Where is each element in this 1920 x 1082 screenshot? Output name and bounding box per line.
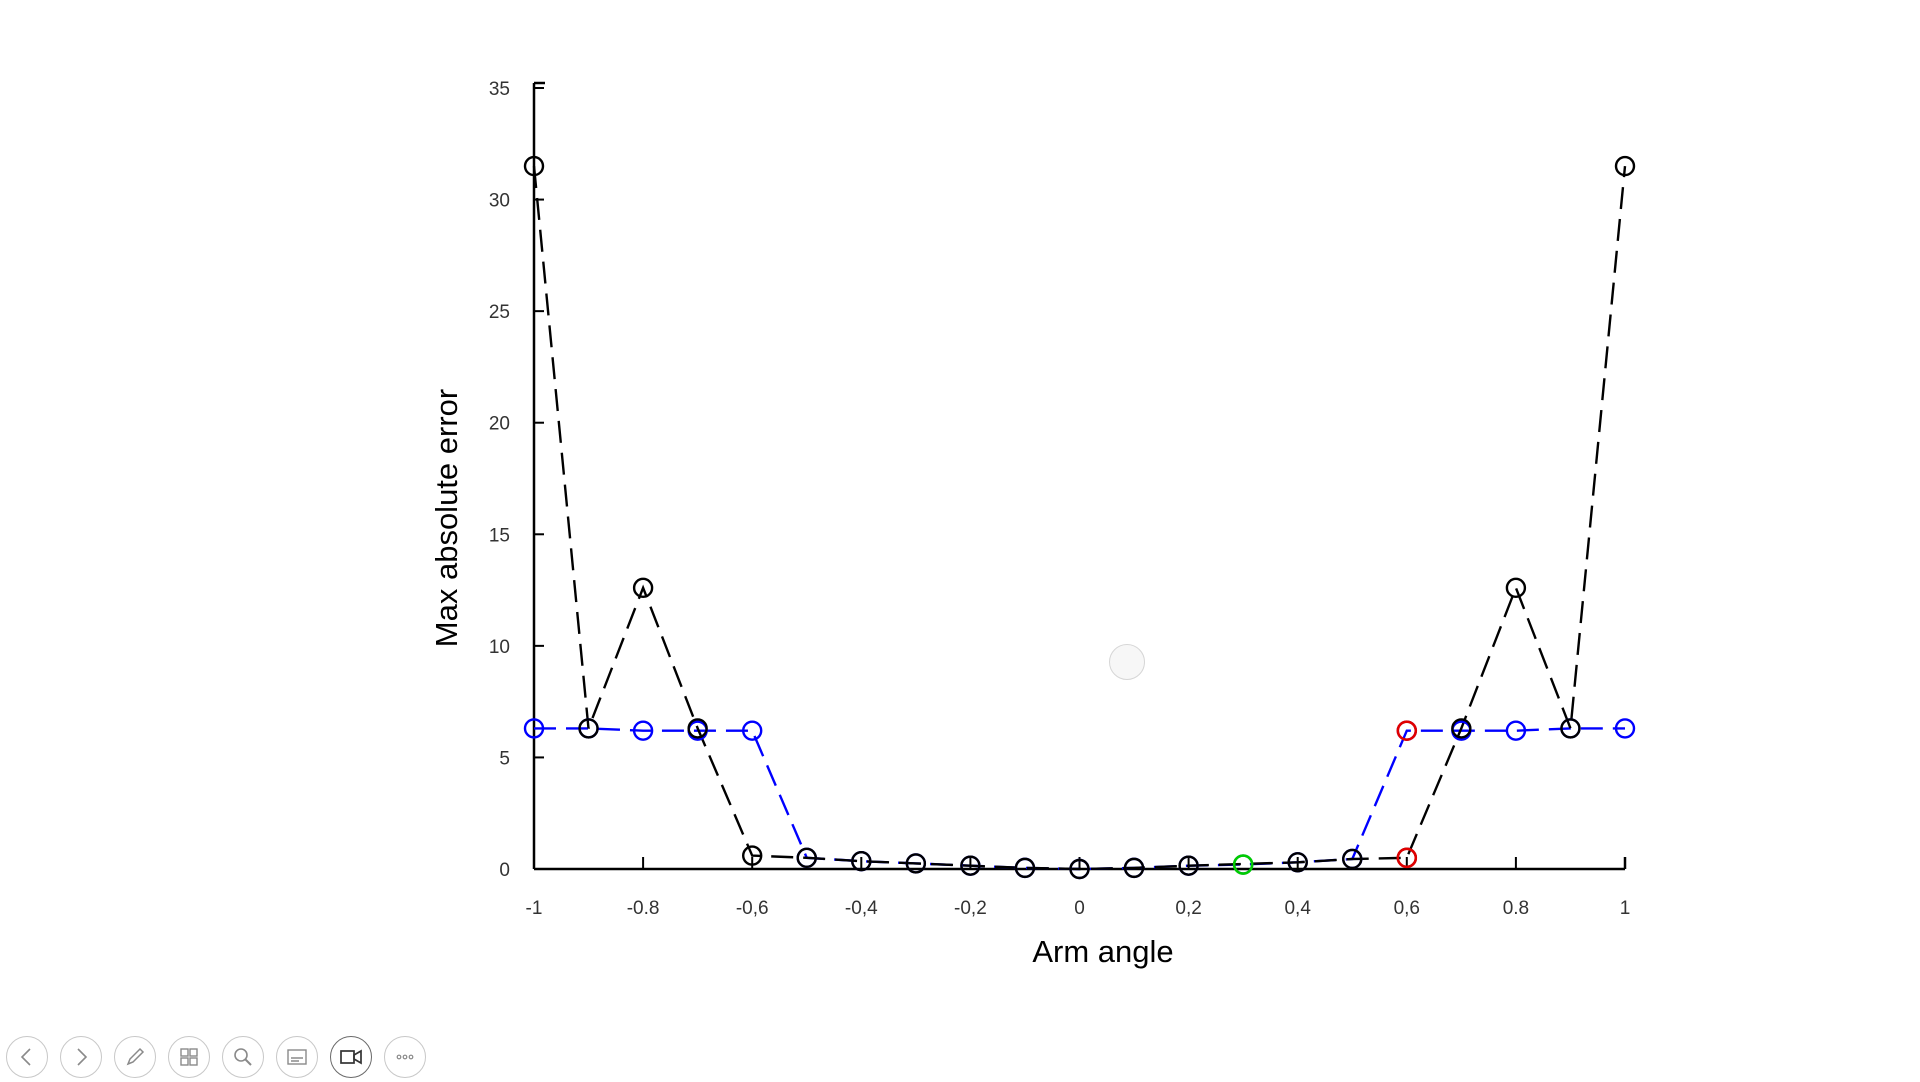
- data-point: [905, 853, 927, 874]
- arrow-right-icon: [68, 1044, 94, 1070]
- data-point: [1614, 155, 1636, 177]
- data-point: [632, 720, 654, 741]
- zoom-button[interactable]: [222, 1036, 264, 1078]
- y-tick-label: 0: [499, 860, 510, 881]
- data-point: [523, 718, 545, 739]
- y-ticks: 0 5 10 15 20 25 30 35: [489, 79, 544, 881]
- y-tick-label: 10: [489, 637, 510, 658]
- data-point: [742, 720, 763, 741]
- subtitles-icon: [284, 1044, 310, 1070]
- data-point: [742, 845, 763, 866]
- data-point: [960, 855, 981, 876]
- y-tick-label: 15: [489, 525, 510, 546]
- data-point: [1560, 718, 1581, 739]
- series-points: [523, 155, 1636, 880]
- previous-slide-button[interactable]: [6, 1036, 48, 1078]
- highlighted-point: [1396, 720, 1418, 741]
- data-point: [1342, 848, 1363, 870]
- arrow-left-icon: [14, 1044, 40, 1070]
- series-line-1: [534, 727, 1625, 871]
- data-point: [1505, 720, 1527, 741]
- x-tick-label: 0.8: [1503, 898, 1529, 919]
- series-line-2: [532, 165, 1627, 871]
- magnifier-icon: [230, 1044, 256, 1070]
- x-tick-label: -0,2: [954, 898, 987, 919]
- more-options-button[interactable]: [384, 1036, 426, 1078]
- y-axis-title: Max absolute error: [429, 389, 464, 647]
- video-camera-icon: [338, 1044, 364, 1070]
- y-tick-label: 5: [499, 748, 510, 769]
- subtitles-button[interactable]: [276, 1036, 318, 1078]
- y-tick-label: 30: [489, 191, 510, 212]
- y-tick-label: 20: [489, 414, 510, 435]
- data-point: [632, 577, 654, 599]
- data-point: [1178, 855, 1199, 876]
- data-point: [523, 155, 545, 177]
- x-axis-title: Arm angle: [1032, 934, 1173, 969]
- x-tick-label: 0,6: [1394, 898, 1420, 919]
- data-point: [1069, 858, 1090, 880]
- data-point: [1014, 857, 1036, 879]
- camera-button[interactable]: [330, 1036, 372, 1078]
- data-point: [1614, 718, 1636, 739]
- y-tick-label: 35: [489, 79, 510, 100]
- y-tick-label: 25: [489, 302, 510, 323]
- x-ticks: -1 -0.8 -0,6 -0,4 -0,2 0 0,2 0,4 0,6 0.8 1: [526, 857, 1631, 919]
- pen-icon: [122, 1044, 148, 1070]
- x-tick-label: -0.8: [627, 898, 660, 919]
- data-point: [1451, 718, 1472, 739]
- data-point: [578, 718, 599, 739]
- x-tick-label: 0,4: [1284, 898, 1311, 919]
- pen-tool-button[interactable]: [114, 1036, 156, 1078]
- x-tick-label: -0,6: [736, 898, 769, 919]
- highlighted-point: [1232, 854, 1254, 875]
- data-point: [687, 718, 708, 739]
- data-point: [1505, 577, 1527, 599]
- series-lines: [532, 165, 1627, 871]
- data-point: [1123, 857, 1145, 879]
- ellipsis-icon: [392, 1044, 418, 1070]
- data-point: [851, 850, 872, 872]
- slides-grid-icon: [176, 1044, 202, 1070]
- x-tick-label: -1: [526, 898, 543, 919]
- x-tick-label: -0,4: [845, 898, 878, 919]
- x-tick-label: 1: [1620, 898, 1631, 919]
- x-tick-label: 0: [1074, 898, 1085, 919]
- laser-pointer: [1109, 644, 1145, 680]
- see-all-slides-button[interactable]: [168, 1036, 210, 1078]
- x-tick-label: 0,2: [1175, 898, 1201, 919]
- data-point: [1287, 852, 1308, 873]
- presentation-toolbar: [6, 1036, 426, 1082]
- highlighted-point: [1396, 847, 1418, 869]
- data-point: [796, 847, 817, 869]
- next-slide-button[interactable]: [60, 1036, 102, 1078]
